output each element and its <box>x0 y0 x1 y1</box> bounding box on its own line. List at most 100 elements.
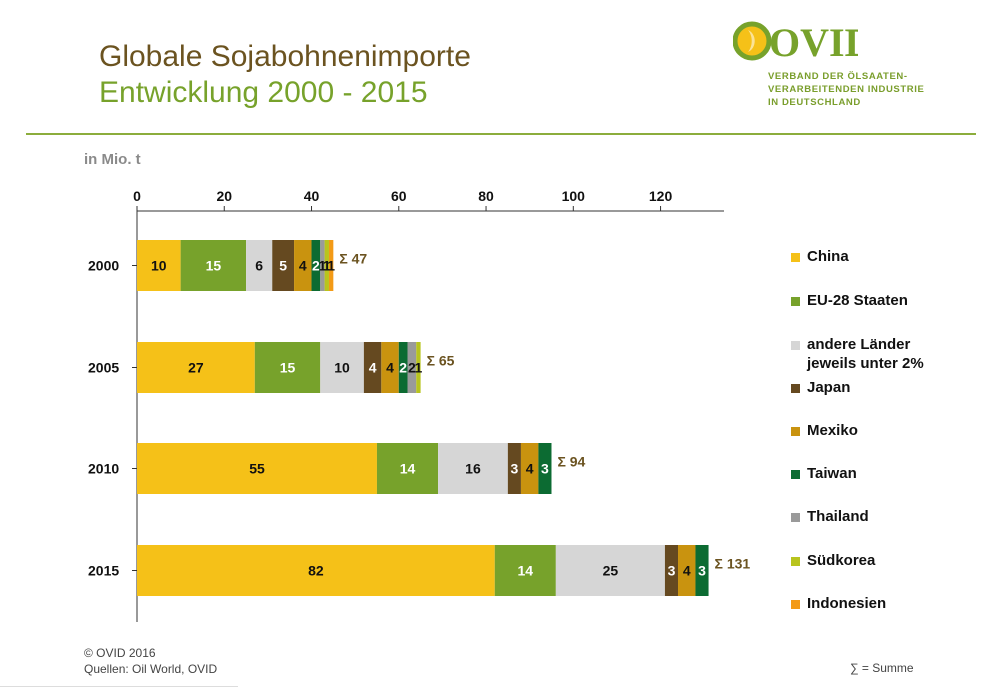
bar-segment <box>555 545 665 596</box>
legend-swatch <box>791 600 800 609</box>
bar-segment <box>363 342 382 393</box>
data-label: 4 <box>683 563 691 579</box>
data-label: 10 <box>334 360 350 376</box>
bar-segment <box>328 240 334 291</box>
x-tick-label: 60 <box>391 188 407 204</box>
sources-text: Quellen: Oil World, OVID <box>84 662 218 676</box>
ovid-logo: OVID <box>732 20 873 69</box>
category-label: 2000 <box>88 258 119 274</box>
data-label: 1 <box>319 258 327 274</box>
bar-segment <box>294 240 312 291</box>
data-label: 15 <box>280 360 296 376</box>
data-label: 10 <box>151 258 167 274</box>
x-tick-label: 20 <box>216 188 232 204</box>
bar-segment <box>137 342 255 393</box>
x-tick-label: 80 <box>478 188 494 204</box>
legend-label: Indonesien <box>807 595 887 612</box>
footer: © OVID 2016 Quellen: Oil World, OVID <box>84 645 217 677</box>
total-label: Σ 131 <box>715 556 751 572</box>
bar-segment <box>320 240 325 291</box>
data-label: 4 <box>526 461 534 477</box>
legend-label: EU-28 Staaten <box>807 292 908 309</box>
legend-swatch <box>791 341 800 350</box>
data-label: 2 <box>408 360 416 376</box>
data-label: 3 <box>511 461 519 477</box>
data-label: 4 <box>369 360 377 376</box>
legend-label: China <box>807 248 849 265</box>
x-tick-label: 40 <box>304 188 320 204</box>
bar-segment <box>507 443 521 494</box>
logo-subtitle-line: IN DEUTSCHLAND <box>768 97 861 108</box>
bar-segment <box>438 443 508 494</box>
page-subtitle: Entwicklung 2000 - 2015 <box>99 76 428 109</box>
copyright-text: © OVID 2016 <box>84 646 156 660</box>
bar-segment <box>520 443 539 494</box>
data-label: 25 <box>603 563 619 579</box>
logo-subtitle-line: VERBAND DER ÖLSAATEN- <box>768 71 908 82</box>
legend-label: andere Länder jeweils unter 2% <box>807 336 924 372</box>
ovid-wordmark-icon: OVID <box>732 20 873 65</box>
data-label: 27 <box>188 360 204 376</box>
category-label: 2010 <box>88 461 119 477</box>
total-label: Σ 47 <box>339 251 367 267</box>
bar-segment <box>324 240 329 291</box>
logo-subtitle: VERBAND DER ÖLSAATEN- VERARBEITENDEN IND… <box>768 70 924 109</box>
header-divider <box>26 133 976 135</box>
bar-segment <box>246 240 273 291</box>
total-label: Σ 94 <box>557 454 585 470</box>
legend-label: Südkorea <box>807 552 876 569</box>
data-label: 4 <box>386 360 394 376</box>
legend-label: Mexiko <box>807 422 858 439</box>
data-label: 15 <box>206 258 222 274</box>
data-label: 55 <box>249 461 265 477</box>
bar-segment <box>137 443 377 494</box>
bottom-divider <box>0 686 238 687</box>
total-label: Σ 65 <box>427 353 455 369</box>
data-label: 3 <box>698 563 706 579</box>
data-label: 16 <box>465 461 481 477</box>
data-label: 3 <box>541 461 549 477</box>
bar-segment <box>137 240 181 291</box>
x-tick-label: 120 <box>649 188 673 204</box>
bar-segment <box>538 443 552 494</box>
legend-swatch <box>791 427 800 436</box>
bar-segment <box>381 342 399 393</box>
bar-segment <box>678 545 696 596</box>
legend-swatch <box>791 384 800 393</box>
bar-segment <box>320 342 364 393</box>
data-label: 5 <box>279 258 287 274</box>
bar-segment <box>376 443 439 494</box>
bar-segment <box>137 545 495 596</box>
legend-swatch <box>791 557 800 566</box>
bar-segment <box>664 545 679 596</box>
legend-swatch <box>791 513 800 522</box>
data-label: 4 <box>299 258 307 274</box>
legend-swatch <box>791 470 800 479</box>
data-label: 2 <box>399 360 407 376</box>
bar-segment <box>695 545 709 596</box>
legend-swatch <box>791 297 800 306</box>
logo-subtitle-line: VERARBEITENDEN INDUSTRIE <box>768 84 925 95</box>
bar-segment <box>254 342 321 393</box>
ovid-wordmark-text: OVID <box>769 20 858 64</box>
data-label: 3 <box>668 563 676 579</box>
bar-segment <box>416 342 421 393</box>
data-label: 82 <box>308 563 324 579</box>
data-label: 2 <box>312 258 320 274</box>
data-label: 1 <box>323 258 331 274</box>
bar-segment <box>180 240 247 291</box>
bar-segment <box>272 240 295 291</box>
legend-label: Thailand <box>807 508 869 525</box>
data-label: 1 <box>415 360 423 376</box>
data-label: 14 <box>400 461 416 477</box>
bar-segment <box>398 342 408 393</box>
data-label: 1 <box>327 258 335 274</box>
data-label: 14 <box>518 563 534 579</box>
bar-segment <box>494 545 556 596</box>
x-tick-label: 100 <box>562 188 586 204</box>
bar-segment <box>311 240 321 291</box>
data-label: 6 <box>255 258 263 274</box>
legend-label: Taiwan <box>807 465 857 482</box>
bar-segment <box>407 342 417 393</box>
category-label: 2005 <box>88 360 119 376</box>
